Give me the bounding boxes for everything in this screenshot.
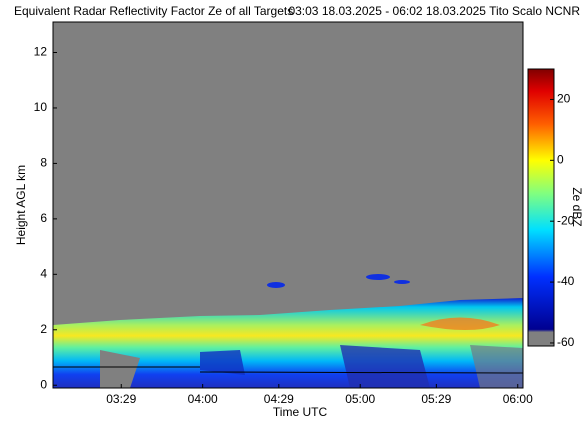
y-tick-label: 6 bbox=[40, 211, 47, 225]
x-tick-label: 04:29 bbox=[264, 392, 294, 406]
x-tick-label: 04:00 bbox=[188, 392, 218, 406]
reflectivity-field bbox=[53, 274, 524, 388]
colorbar-label: Ze dBZ bbox=[570, 187, 582, 226]
colorbar-tick-label: -20 bbox=[557, 213, 575, 227]
x-tick-label: 05:29 bbox=[421, 392, 451, 406]
x-axis-label: Time UTC bbox=[273, 405, 328, 419]
chart-title: Equivalent Radar Reflectivity Factor Ze … bbox=[14, 4, 293, 18]
colorbar bbox=[527, 68, 555, 347]
y-tick-label: 0 bbox=[40, 377, 47, 391]
chart-subtitle: 03:03 18.03.2025 - 06:02 18.03.2025 Tito… bbox=[288, 4, 580, 18]
x-tick-label: 03:29 bbox=[106, 392, 136, 406]
x-tick-label: 05:00 bbox=[345, 392, 375, 406]
y-axis-label: Height AGL km bbox=[14, 165, 28, 245]
y-tick-label: 2 bbox=[40, 322, 47, 336]
y-tick-label: 10 bbox=[34, 100, 48, 114]
colorbar-tick-label: -40 bbox=[557, 274, 575, 288]
colorbar-tick-label: -60 bbox=[557, 335, 575, 349]
x-tick-label: 06:00 bbox=[503, 392, 533, 406]
y-tick-label: 4 bbox=[40, 266, 47, 280]
colorbar-tick-label: 20 bbox=[557, 92, 571, 106]
y-tick-label: 8 bbox=[40, 156, 47, 170]
y-tick-label: 12 bbox=[34, 45, 48, 59]
colorbar-tick-label: 0 bbox=[557, 152, 564, 166]
plot-frame bbox=[52, 21, 524, 389]
